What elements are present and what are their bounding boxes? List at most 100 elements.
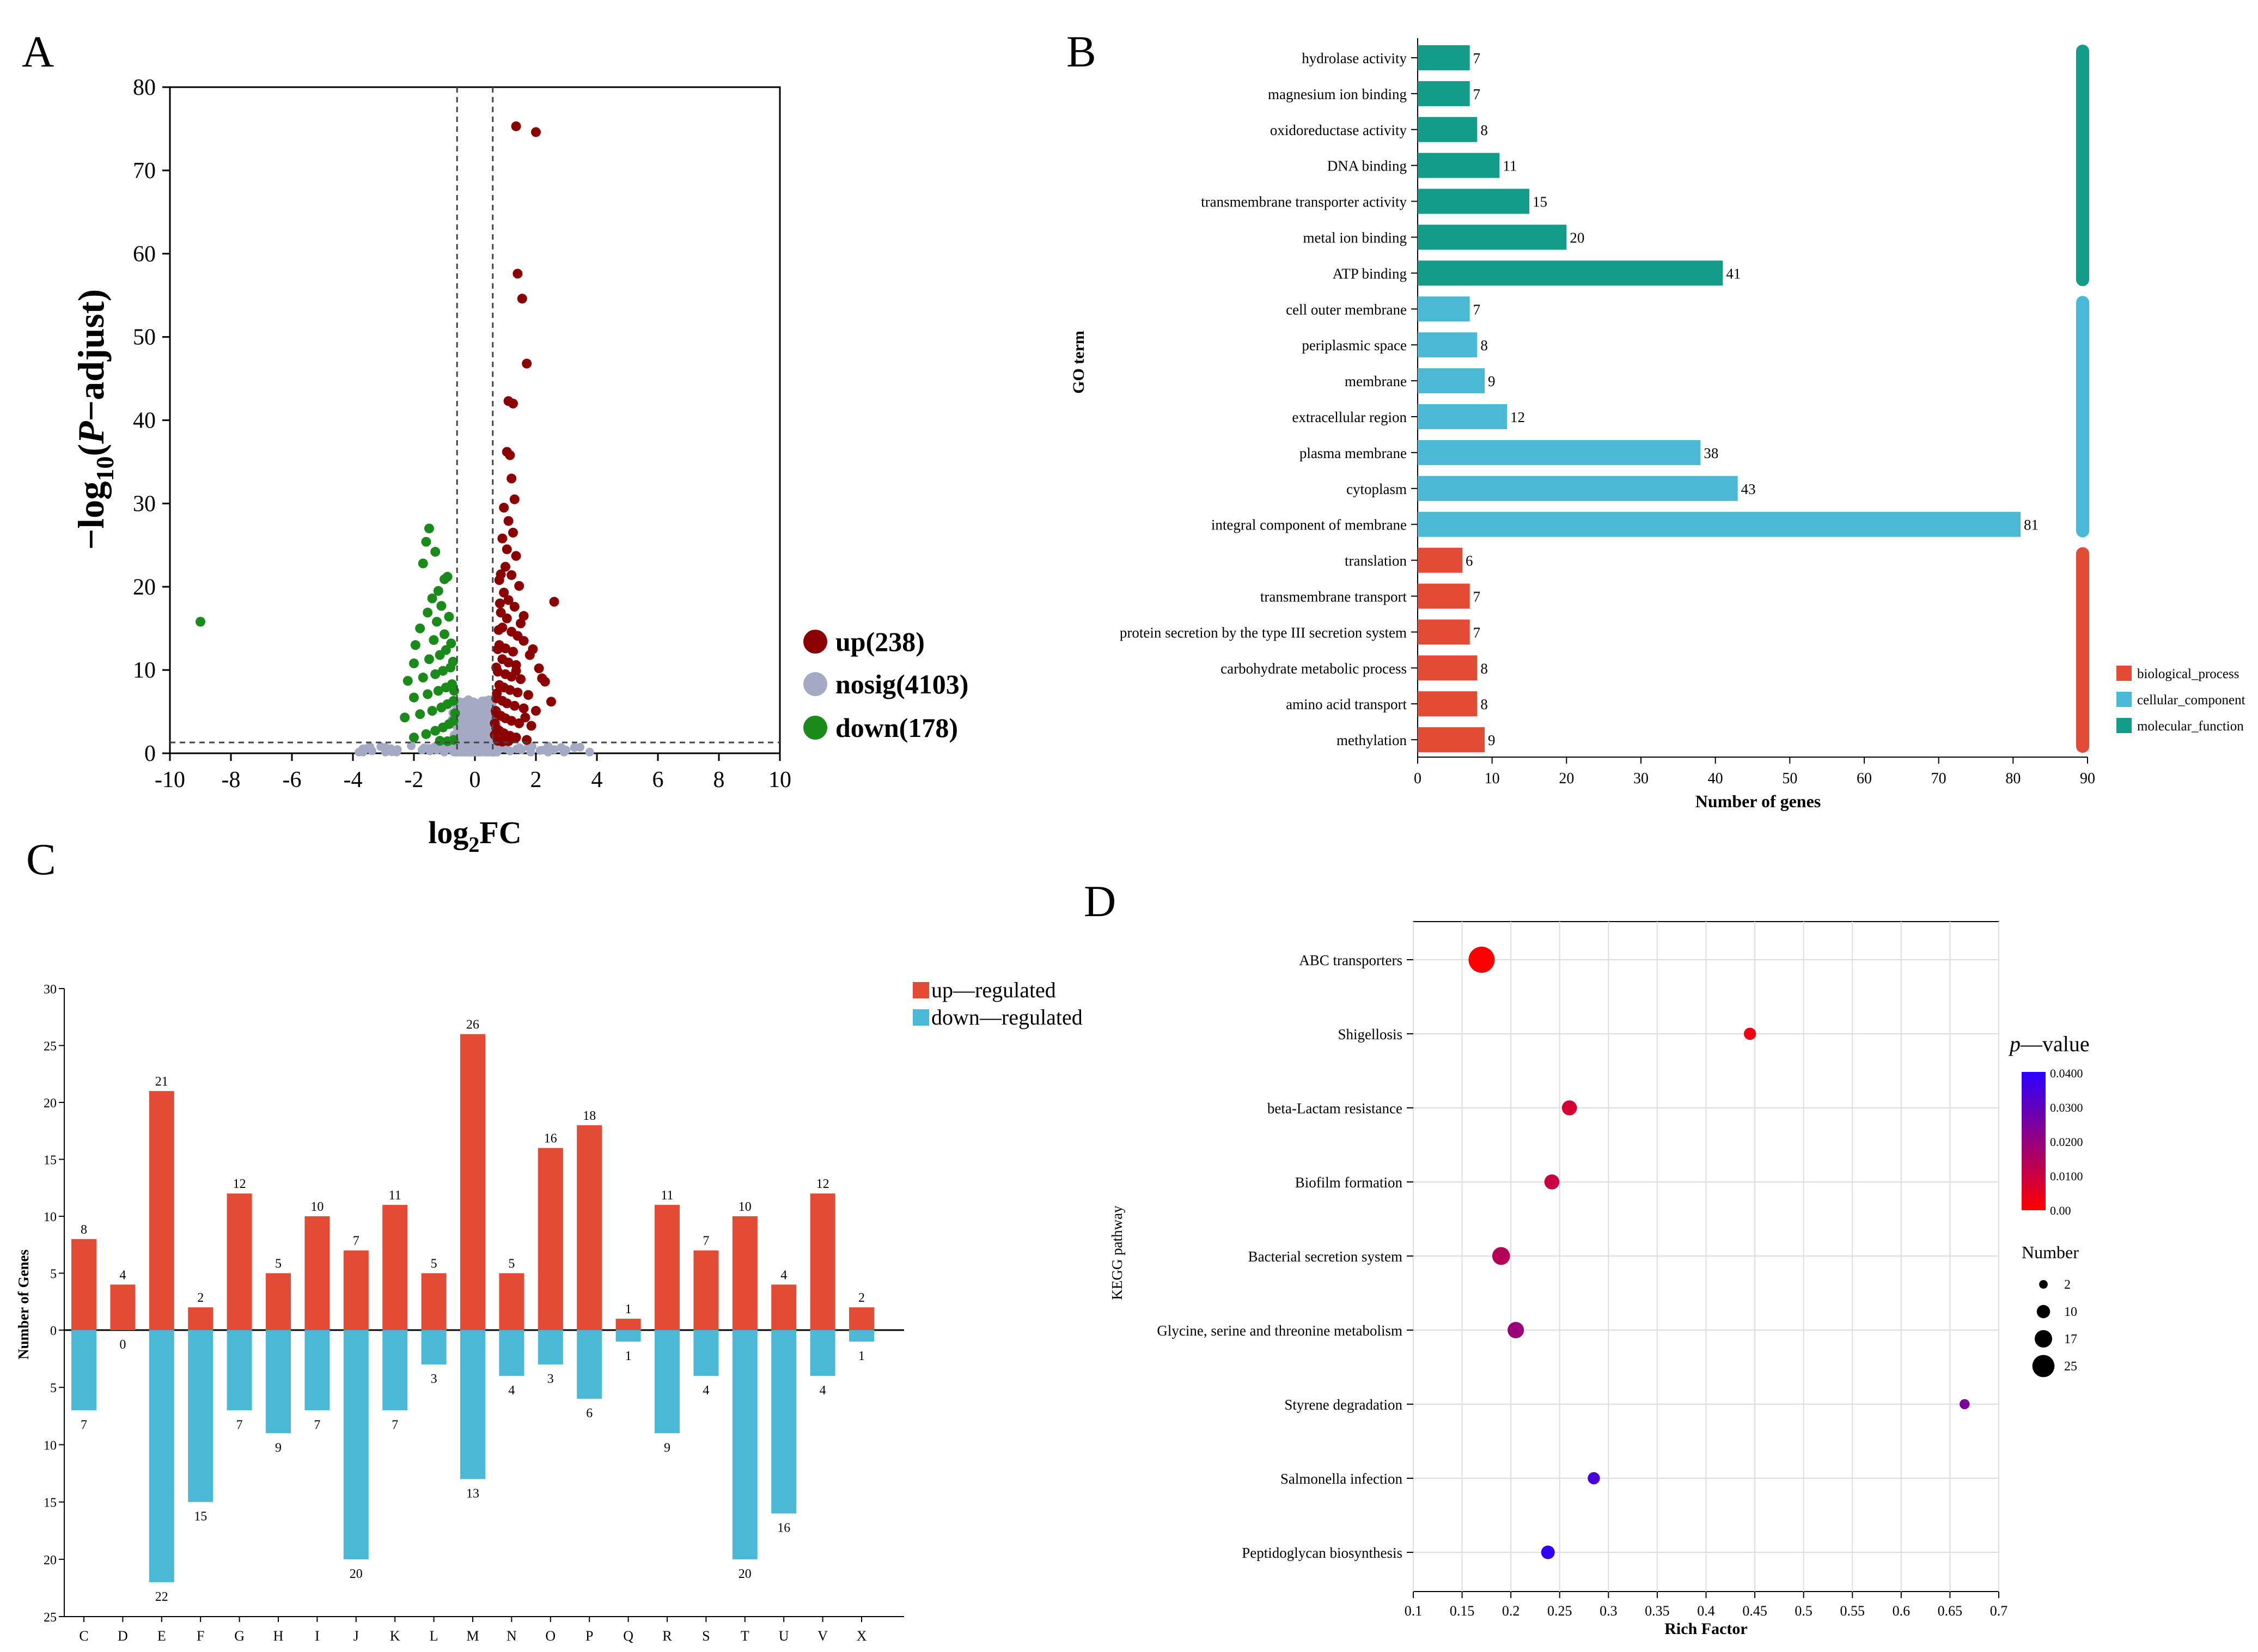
x-tick-label: -2 bbox=[405, 767, 424, 793]
pathway-label: ABC transporters bbox=[1299, 952, 1402, 968]
nosig-points bbox=[355, 695, 594, 757]
category-label: transmembrane transport bbox=[1260, 589, 1407, 605]
bar-cc bbox=[1418, 476, 1738, 501]
panel-label-c: C bbox=[26, 834, 56, 884]
bar-down bbox=[849, 1330, 874, 1342]
bar-down-value: 7 bbox=[236, 1418, 243, 1432]
x-tick-label: J bbox=[353, 1628, 359, 1644]
up-point bbox=[503, 516, 514, 526]
down-point bbox=[436, 601, 447, 611]
nosig-point bbox=[527, 742, 536, 751]
nosig-point bbox=[483, 701, 492, 710]
down-point bbox=[430, 547, 441, 557]
bar-up-value: 1 bbox=[625, 1302, 632, 1316]
pathway-label: Peptidoglycan biosynthesis bbox=[1242, 1545, 1402, 1561]
legend-swatch-mf bbox=[2116, 718, 2132, 733]
bar-down-value: 4 bbox=[703, 1383, 709, 1398]
legend-label-reg_up: up—regulated bbox=[931, 978, 1056, 1002]
bubble bbox=[1588, 1472, 1600, 1485]
bar-cc bbox=[1418, 511, 2021, 537]
bar-mf bbox=[1418, 224, 1567, 250]
x-tick-label: 0.55 bbox=[1840, 1603, 1865, 1619]
bar-down bbox=[655, 1330, 680, 1434]
bar-mf bbox=[1418, 117, 1478, 142]
up-point bbox=[490, 730, 500, 740]
down-point bbox=[418, 558, 428, 569]
bar-cc bbox=[1418, 440, 1701, 465]
bar-mf bbox=[1418, 153, 1500, 178]
nosig-point bbox=[361, 744, 370, 753]
category-label: cytoplasm bbox=[1346, 481, 1407, 497]
up-point bbox=[511, 551, 521, 561]
legend-swatch-up bbox=[803, 630, 827, 654]
up-point bbox=[505, 685, 515, 695]
x-tick-label: 20 bbox=[1559, 770, 1574, 787]
bar-down bbox=[227, 1330, 252, 1411]
category-label: protein secretion by the type III secret… bbox=[1120, 624, 1407, 641]
bar-down bbox=[421, 1330, 447, 1365]
bar-down bbox=[499, 1330, 524, 1376]
x-tick-label: N bbox=[506, 1628, 517, 1644]
nosig-point bbox=[477, 709, 486, 718]
legend-swatch-bp bbox=[2116, 666, 2132, 681]
bar-value-label: 7 bbox=[1473, 301, 1481, 318]
down-point bbox=[402, 675, 413, 686]
bar-down-value: 3 bbox=[431, 1372, 437, 1386]
go-bar-chart: 0 10 20 30 40 50 60 70 80 90 hydrolase activity 7 ma… bbox=[1070, 38, 2245, 811]
bubble bbox=[1561, 1100, 1577, 1115]
down-point bbox=[418, 672, 428, 682]
up-point bbox=[514, 581, 524, 591]
x-tick-label: 0 bbox=[1414, 770, 1421, 787]
up-point bbox=[505, 450, 515, 460]
bar-cc bbox=[1418, 368, 1485, 394]
down-point bbox=[448, 656, 458, 667]
y-tick-label: 5 bbox=[50, 1267, 57, 1282]
nosig-point bbox=[481, 716, 490, 725]
bar-up bbox=[304, 1216, 330, 1330]
bar-down bbox=[538, 1330, 563, 1365]
x-tick-label: 0.3 bbox=[1600, 1603, 1618, 1619]
bar-down-value: 4 bbox=[820, 1383, 826, 1398]
bubble bbox=[1492, 1247, 1510, 1265]
legend-swatch-reg_up bbox=[913, 982, 929, 998]
bar-up-value: 7 bbox=[353, 1234, 359, 1248]
bar-down bbox=[577, 1330, 602, 1399]
up-point bbox=[501, 643, 510, 654]
x-tick-label: 70 bbox=[1931, 770, 1946, 787]
down-point bbox=[196, 617, 205, 627]
down-point bbox=[409, 732, 419, 742]
bar-value-label: 20 bbox=[1570, 230, 1584, 246]
legend-label-mf: molecular_function bbox=[2137, 719, 2244, 734]
x-tick-label: H bbox=[273, 1628, 284, 1644]
bar-up-value: 11 bbox=[661, 1188, 673, 1203]
bar-up-value: 11 bbox=[389, 1188, 401, 1203]
up-point bbox=[496, 569, 506, 580]
down-point bbox=[440, 629, 449, 639]
down-point bbox=[424, 523, 434, 534]
bar-down bbox=[71, 1330, 96, 1411]
down-point bbox=[442, 736, 453, 746]
up-point bbox=[518, 703, 529, 714]
bar-up-value: 5 bbox=[275, 1257, 282, 1271]
category-label: plasma membrane bbox=[1299, 445, 1407, 461]
size-legend-dot bbox=[2034, 1330, 2053, 1348]
down-point bbox=[430, 726, 441, 736]
down-point bbox=[424, 654, 434, 665]
bar-value-label: 12 bbox=[1510, 409, 1525, 425]
x-tick-label: 0.25 bbox=[1547, 1603, 1572, 1619]
y-tick-label: 20 bbox=[44, 1096, 57, 1111]
bar-up-value: 8 bbox=[81, 1223, 87, 1237]
size-legend-dot bbox=[2032, 1355, 2055, 1377]
up-point bbox=[549, 596, 559, 607]
up-point bbox=[528, 644, 538, 654]
up-point bbox=[516, 674, 526, 684]
x-tick-label: P bbox=[585, 1628, 593, 1644]
x-tick-label: -6 bbox=[283, 767, 302, 793]
x-tick-label: 0 bbox=[469, 767, 481, 793]
bar-up-value: 2 bbox=[197, 1291, 204, 1305]
bar-up bbox=[149, 1091, 174, 1330]
nosig-point bbox=[381, 747, 390, 757]
x-tick-label: 0.65 bbox=[1938, 1603, 1963, 1619]
bar-down bbox=[343, 1330, 369, 1559]
bar-down bbox=[693, 1330, 719, 1376]
